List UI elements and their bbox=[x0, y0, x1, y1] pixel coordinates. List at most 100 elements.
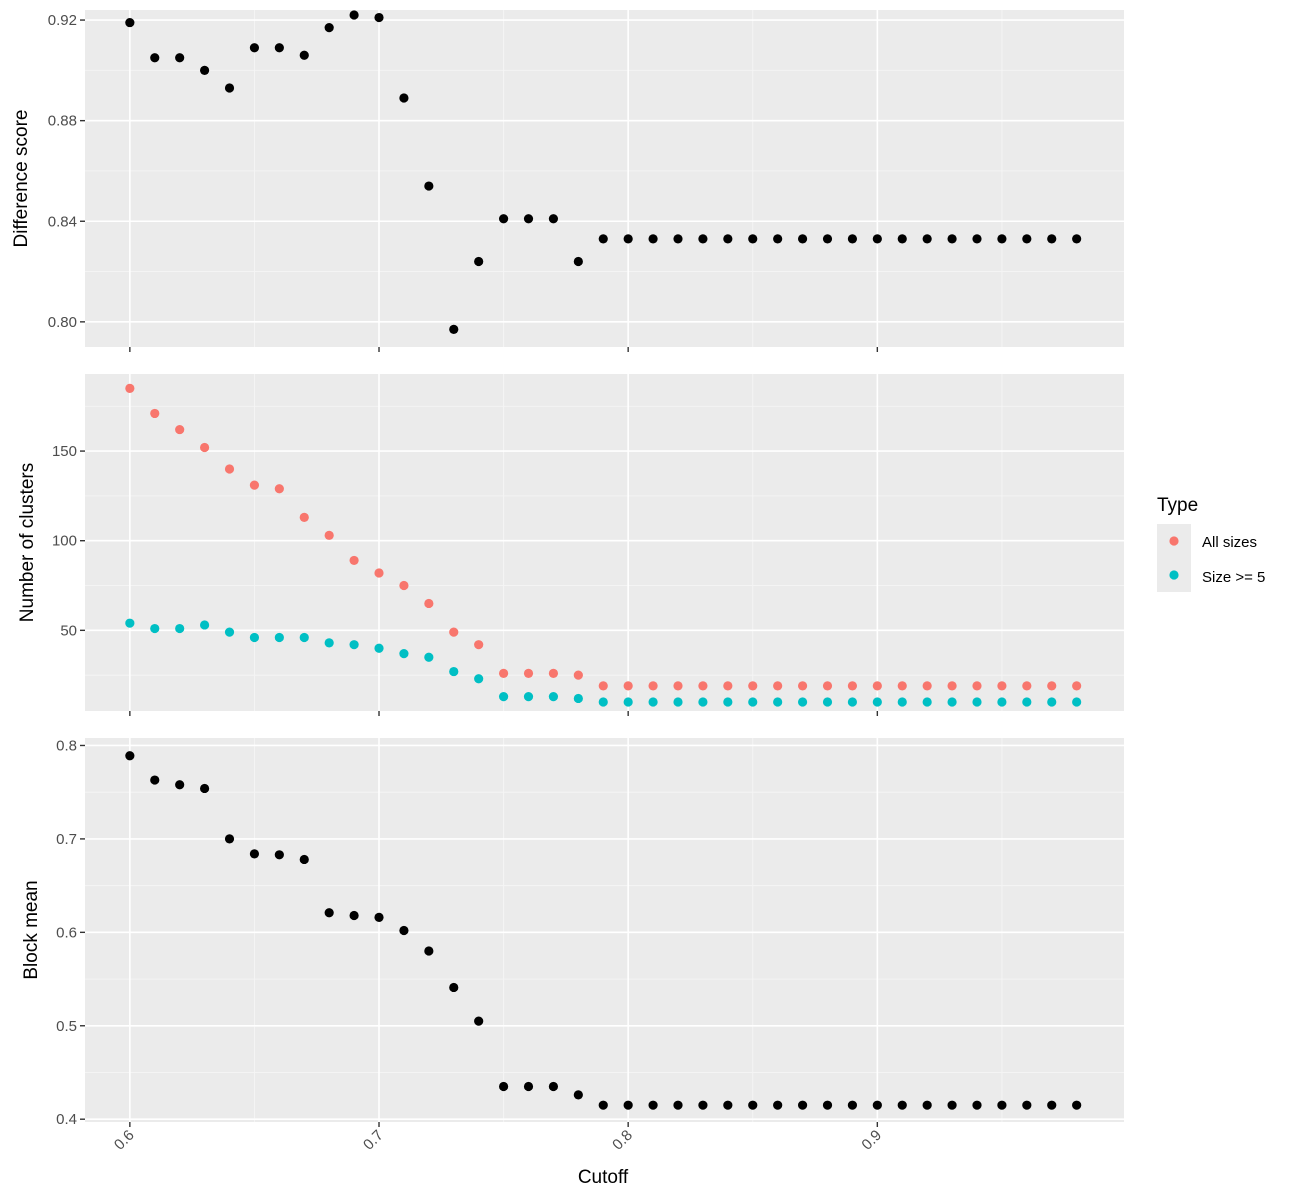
data-point bbox=[1072, 697, 1082, 707]
x-tick-label: 0.9 bbox=[858, 1127, 885, 1154]
data-point bbox=[274, 632, 284, 643]
y-tick-label: 100 bbox=[52, 533, 77, 550]
data-point bbox=[897, 234, 907, 244]
x-tick-label: 0.6 bbox=[111, 1127, 138, 1154]
data-point bbox=[673, 697, 683, 707]
data-point bbox=[673, 234, 683, 244]
data-point bbox=[773, 681, 783, 691]
data-point bbox=[1022, 1100, 1032, 1110]
number-of-clusters-y-axis-title: Number of clusters bbox=[17, 463, 38, 622]
difference-score-y-axis-title: Difference score bbox=[11, 110, 32, 248]
data-point bbox=[299, 854, 309, 865]
data-point bbox=[523, 668, 534, 678]
data-point bbox=[274, 484, 284, 494]
data-point bbox=[349, 910, 359, 921]
data-point bbox=[150, 408, 160, 419]
y-tick-label: 0.6 bbox=[56, 924, 77, 941]
data-point bbox=[922, 1100, 932, 1110]
data-point bbox=[698, 681, 708, 691]
data-point bbox=[399, 925, 409, 936]
data-point bbox=[199, 65, 210, 75]
data-point bbox=[822, 234, 833, 244]
data-point bbox=[797, 1100, 808, 1110]
data-point bbox=[1072, 1100, 1082, 1110]
data-point bbox=[1022, 681, 1032, 691]
data-point bbox=[648, 681, 658, 691]
data-point bbox=[822, 697, 833, 707]
data-point bbox=[548, 692, 559, 702]
data-point bbox=[847, 1100, 858, 1110]
data-point bbox=[1047, 681, 1057, 691]
data-point bbox=[673, 1100, 683, 1110]
data-point bbox=[324, 530, 334, 540]
data-point bbox=[498, 692, 509, 702]
data-point bbox=[972, 1100, 982, 1110]
data-point bbox=[449, 324, 459, 334]
data-point bbox=[125, 751, 135, 761]
data-point bbox=[698, 697, 708, 707]
data-point bbox=[474, 256, 484, 267]
data-point bbox=[424, 652, 434, 662]
data-point bbox=[623, 697, 633, 707]
data-point bbox=[449, 666, 459, 677]
legend-entry-size-ge-5: Size >= 5 bbox=[1157, 558, 1265, 592]
data-point bbox=[224, 627, 235, 637]
data-point bbox=[773, 697, 783, 707]
data-point bbox=[748, 697, 758, 707]
data-point bbox=[299, 50, 309, 60]
data-point bbox=[349, 10, 359, 20]
data-point bbox=[349, 640, 359, 650]
data-point bbox=[648, 1100, 658, 1110]
data-point bbox=[972, 681, 982, 691]
data-point bbox=[249, 632, 260, 643]
data-point bbox=[249, 43, 260, 53]
data-point bbox=[125, 17, 135, 28]
data-point bbox=[748, 681, 758, 691]
data-point bbox=[598, 234, 608, 244]
data-point bbox=[474, 674, 484, 684]
y-tick-label: 0.5 bbox=[56, 1018, 77, 1035]
data-point bbox=[748, 1100, 758, 1110]
y-tick-label: 0.92 bbox=[48, 12, 77, 29]
data-point bbox=[548, 214, 559, 224]
data-point bbox=[822, 1100, 833, 1110]
data-point bbox=[150, 623, 160, 634]
legend-label-size-ge-5: Size >= 5 bbox=[1202, 569, 1265, 586]
y-tick-label: 0.88 bbox=[48, 113, 77, 130]
data-point bbox=[249, 849, 260, 859]
data-point bbox=[424, 181, 434, 191]
data-point bbox=[175, 53, 185, 63]
legend: Type All sizes Size >= 5 bbox=[1157, 495, 1265, 592]
data-point bbox=[548, 668, 559, 678]
data-point bbox=[723, 681, 733, 691]
data-point bbox=[648, 234, 658, 244]
data-point bbox=[498, 668, 509, 678]
data-point bbox=[1047, 234, 1057, 244]
data-point bbox=[872, 1100, 882, 1110]
data-point bbox=[748, 234, 758, 244]
y-tick-label: 50 bbox=[60, 622, 77, 639]
x-tick-label: 0.8 bbox=[609, 1127, 636, 1154]
data-point bbox=[797, 697, 808, 707]
data-point bbox=[723, 1100, 733, 1110]
data-point bbox=[947, 697, 957, 707]
data-point bbox=[723, 697, 733, 707]
data-point bbox=[199, 620, 210, 630]
data-point bbox=[324, 638, 334, 648]
data-point bbox=[997, 681, 1007, 691]
data-point bbox=[598, 681, 608, 691]
data-point bbox=[947, 1100, 957, 1110]
legend-dot-all-sizes bbox=[1169, 536, 1179, 546]
data-point bbox=[523, 1081, 534, 1092]
y-tick-label: 150 bbox=[52, 443, 77, 460]
data-point bbox=[474, 1016, 484, 1026]
data-point bbox=[972, 697, 982, 707]
data-point bbox=[922, 234, 932, 244]
data-point bbox=[399, 649, 409, 659]
data-point bbox=[224, 834, 235, 844]
data-point bbox=[598, 697, 608, 707]
data-point bbox=[374, 643, 384, 653]
data-point bbox=[922, 697, 932, 707]
block-mean-panel: 0.4 0.5 0.6 0.7 0.8 0.6 0.7 0.8 0.9 Block mean bbox=[21, 737, 1124, 1154]
data-point bbox=[498, 1081, 509, 1092]
